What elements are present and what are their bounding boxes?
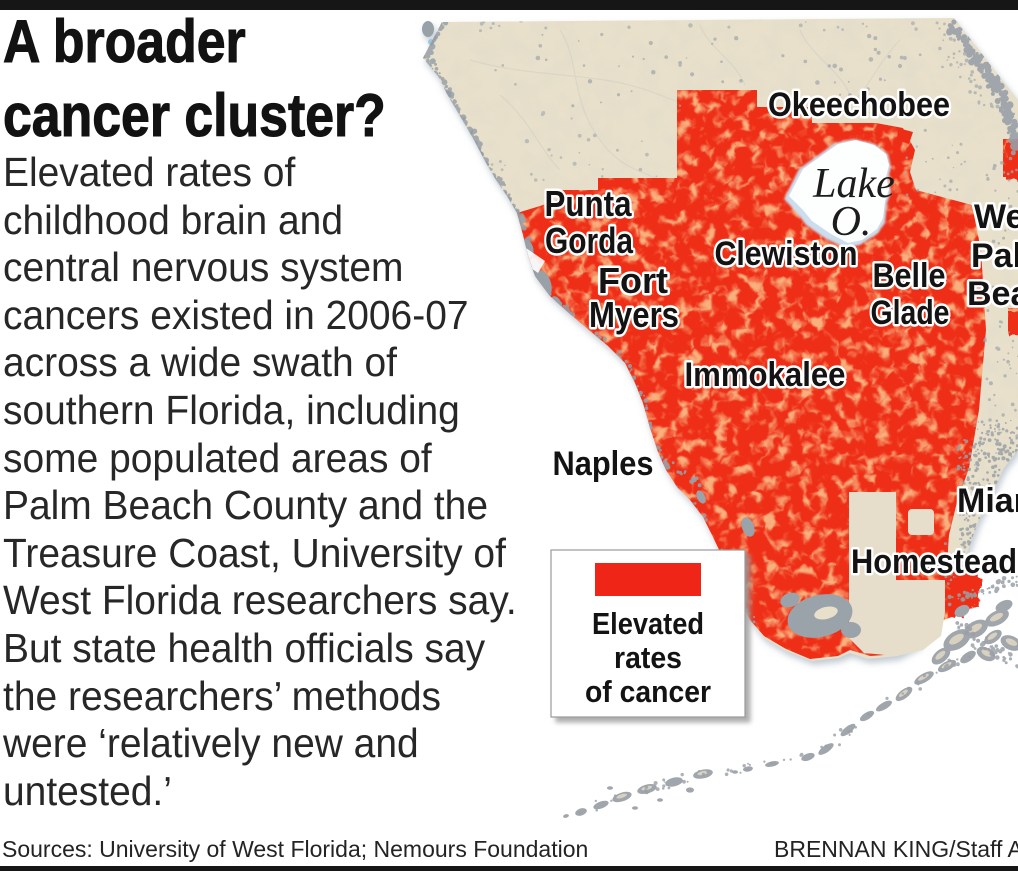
svg-text:Punta: Punta bbox=[545, 183, 633, 224]
svg-text:Myers: Myers bbox=[589, 294, 679, 335]
svg-text:Immokalee: Immokalee bbox=[685, 356, 846, 394]
svg-text:West: West bbox=[974, 198, 1018, 236]
svg-text:rates: rates bbox=[614, 640, 682, 675]
svg-text:Elevated: Elevated bbox=[592, 606, 704, 641]
svg-text:Lake: Lake bbox=[812, 161, 895, 207]
svg-text:Homestead: Homestead bbox=[851, 543, 1017, 581]
svg-text:Glade: Glade bbox=[871, 294, 950, 332]
svg-text:Naples: Naples bbox=[553, 445, 654, 483]
svg-text:Gorda: Gorda bbox=[545, 220, 634, 261]
svg-text:of cancer: of cancer bbox=[585, 674, 711, 709]
svg-text:Palm: Palm bbox=[971, 237, 1018, 275]
svg-text:Miami: Miami bbox=[957, 482, 1018, 520]
svg-text:Okeechobee: Okeechobee bbox=[768, 86, 950, 124]
svg-text:Beach: Beach bbox=[967, 275, 1018, 313]
svg-text:Fort: Fort bbox=[598, 260, 668, 301]
svg-text:Clewiston: Clewiston bbox=[715, 235, 858, 273]
svg-text:Belle: Belle bbox=[873, 257, 946, 295]
svg-text:O.: O. bbox=[831, 199, 872, 245]
